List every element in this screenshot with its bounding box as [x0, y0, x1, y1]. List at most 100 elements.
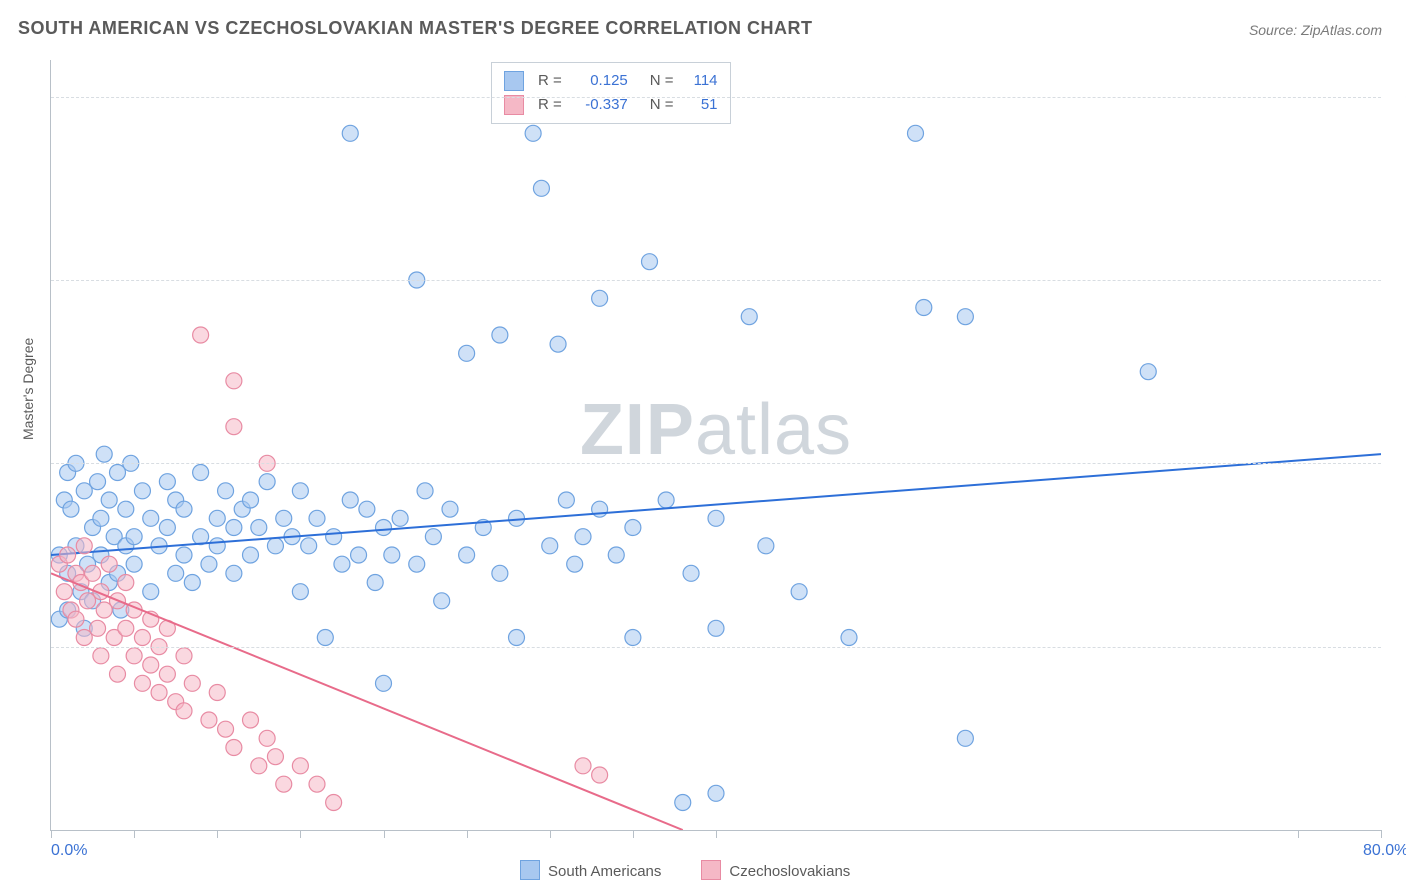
data-point [126, 648, 142, 664]
data-point [392, 510, 408, 526]
data-point [683, 565, 699, 581]
data-point [243, 492, 259, 508]
data-point [143, 657, 159, 673]
data-point [176, 547, 192, 563]
data-point [243, 712, 259, 728]
data-point [176, 703, 192, 719]
data-point [957, 730, 973, 746]
source-label: Source: ZipAtlas.com [1249, 22, 1382, 38]
data-point [209, 538, 225, 554]
data-point [251, 758, 267, 774]
data-point [342, 125, 358, 141]
legend-item: South Americans [520, 860, 661, 880]
data-point [276, 776, 292, 792]
data-point [758, 538, 774, 554]
data-point [675, 795, 691, 811]
data-point [209, 510, 225, 526]
data-point [267, 749, 283, 765]
x-tick [51, 830, 52, 838]
data-point [218, 483, 234, 499]
data-point [409, 556, 425, 572]
data-point [567, 556, 583, 572]
legend-bottom: South Americans Czechoslovakians [520, 860, 850, 880]
data-point [193, 327, 209, 343]
n-value: 114 [682, 69, 718, 93]
data-point [417, 483, 433, 499]
gridline [51, 647, 1381, 648]
data-point [592, 767, 608, 783]
r-label: R = [538, 69, 562, 93]
stats-legend-box: R =0.125N =114R =-0.337N =51 [491, 62, 731, 124]
data-point [276, 510, 292, 526]
data-point [93, 648, 109, 664]
data-point [550, 336, 566, 352]
x-tick [716, 830, 717, 838]
data-point [56, 584, 72, 600]
data-point [608, 547, 624, 563]
y-tick-label: 10.0% [1391, 637, 1406, 655]
data-point [259, 474, 275, 490]
legend-label: South Americans [548, 863, 661, 880]
data-point [226, 565, 242, 581]
x-tick [550, 830, 551, 838]
data-point [741, 309, 757, 325]
data-point [376, 520, 392, 536]
data-point [292, 758, 308, 774]
data-point [143, 584, 159, 600]
data-point [63, 501, 79, 517]
x-tick [633, 830, 634, 838]
data-point [459, 345, 475, 361]
data-point [317, 630, 333, 646]
data-point [625, 520, 641, 536]
x-tick [1298, 830, 1299, 838]
chart-title: SOUTH AMERICAN VS CZECHOSLOVAKIAN MASTER… [18, 18, 812, 39]
data-point [259, 730, 275, 746]
data-point [708, 620, 724, 636]
data-point [326, 529, 342, 545]
data-point [218, 721, 234, 737]
data-point [243, 547, 259, 563]
data-point [309, 510, 325, 526]
x-tick-label: 80.0% [1363, 842, 1406, 860]
data-point [201, 556, 217, 572]
data-point [96, 446, 112, 462]
data-point [184, 575, 200, 591]
data-point [176, 648, 192, 664]
series-swatch [504, 71, 524, 91]
data-point [118, 620, 134, 636]
x-tick [300, 830, 301, 838]
data-point [68, 611, 84, 627]
legend-swatch [701, 860, 721, 880]
data-point [110, 666, 126, 682]
y-tick-label: 40.0% [1391, 87, 1406, 105]
y-tick-label: 20.0% [1391, 453, 1406, 471]
data-point [151, 685, 167, 701]
data-point [90, 620, 106, 636]
data-point [93, 510, 109, 526]
data-point [143, 510, 159, 526]
data-point [575, 758, 591, 774]
data-point [134, 630, 150, 646]
x-tick-label: 0.0% [51, 842, 87, 860]
legend-label: Czechoslovakians [729, 863, 850, 880]
data-point [301, 538, 317, 554]
data-point [326, 795, 342, 811]
data-point [334, 556, 350, 572]
data-point [193, 465, 209, 481]
data-point [76, 538, 92, 554]
data-point [558, 492, 574, 508]
data-point [267, 538, 283, 554]
y-axis-label: Master's Degree [20, 338, 36, 440]
data-point [209, 685, 225, 701]
data-point [434, 593, 450, 609]
data-point [359, 501, 375, 517]
data-point [908, 125, 924, 141]
data-point [658, 492, 674, 508]
trend-line [51, 573, 683, 830]
data-point [525, 125, 541, 141]
data-point [159, 474, 175, 490]
data-point [251, 520, 267, 536]
data-point [292, 584, 308, 600]
data-point [492, 327, 508, 343]
data-point [90, 474, 106, 490]
